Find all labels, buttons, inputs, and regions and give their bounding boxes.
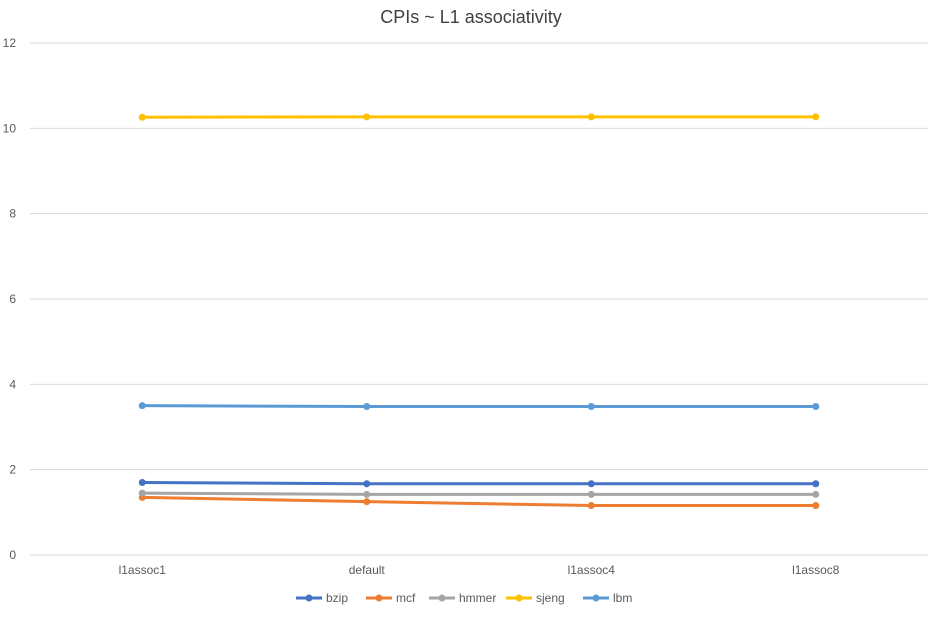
data-point-sjeng — [587, 113, 595, 121]
x-tick-label: l1assoc4 — [568, 563, 616, 577]
x-tick-label: default — [349, 563, 386, 577]
x-tick-label: l1assoc1 — [119, 563, 167, 577]
series-sjeng — [138, 113, 820, 121]
legend-item-sjeng: sjeng — [506, 591, 565, 605]
series-lbm — [138, 402, 820, 411]
series-hmmer — [138, 489, 820, 498]
data-point-bzip — [812, 480, 820, 488]
legend-item-lbm: lbm — [583, 591, 632, 605]
y-tick-label: 2 — [9, 463, 16, 477]
data-point-lbm — [812, 403, 820, 411]
data-point-hmmer — [363, 490, 371, 498]
legend-marker — [305, 594, 313, 602]
data-point-sjeng — [812, 113, 820, 121]
y-axis-ticks: 0 2 4 6 8 10 12 — [3, 36, 17, 562]
data-point-lbm — [138, 402, 146, 410]
data-point-hmmer — [587, 490, 595, 498]
data-point-mcf — [363, 498, 371, 506]
y-tick-label: 10 — [3, 121, 17, 135]
series-bzip — [138, 478, 820, 488]
legend-label: mcf — [396, 591, 416, 605]
y-tick-label: 4 — [9, 377, 16, 391]
y-tick-label: 6 — [9, 292, 16, 306]
y-tick-label: 8 — [9, 207, 16, 221]
series-line-hmmer — [140, 491, 818, 496]
legend-marker — [592, 594, 600, 602]
legend-label: lbm — [613, 591, 632, 605]
series-line-bzip — [140, 480, 818, 486]
legend-marker — [375, 594, 383, 602]
series-line-mcf — [140, 495, 818, 508]
data-point-sjeng — [363, 113, 371, 121]
x-tick-label: l1assoc8 — [792, 563, 840, 577]
series-lines — [138, 113, 820, 510]
legend-item-mcf: mcf — [366, 591, 416, 605]
legend-marker — [515, 594, 523, 602]
data-point-bzip — [587, 480, 595, 488]
data-point-hmmer — [138, 489, 146, 497]
y-tick-label: 12 — [3, 36, 17, 50]
legend-item-bzip: bzip — [296, 591, 348, 605]
y-tick-label: 0 — [9, 548, 16, 562]
data-point-hmmer — [812, 490, 820, 498]
data-point-sjeng — [138, 113, 146, 121]
data-point-mcf — [812, 502, 820, 510]
series-mcf — [138, 493, 820, 510]
data-point-bzip — [363, 480, 371, 488]
legend-label: hmmer — [459, 591, 496, 605]
gridlines — [30, 42, 928, 556]
legend-label: bzip — [326, 591, 348, 605]
x-axis-ticks: l1assoc1 default l1assoc4 l1assoc8 — [119, 563, 840, 577]
legend: bzip mcf hmmer sjeng lbm — [296, 591, 632, 605]
data-point-lbm — [363, 403, 371, 411]
data-point-mcf — [587, 502, 595, 510]
data-point-lbm — [587, 403, 595, 411]
legend-item-hmmer: hmmer — [429, 591, 496, 605]
chart-title: CPIs ~ L1 associativity — [380, 7, 562, 27]
series-line-lbm — [140, 404, 818, 409]
legend-marker — [438, 594, 446, 602]
legend-label: sjeng — [536, 591, 565, 605]
data-point-bzip — [138, 478, 146, 486]
